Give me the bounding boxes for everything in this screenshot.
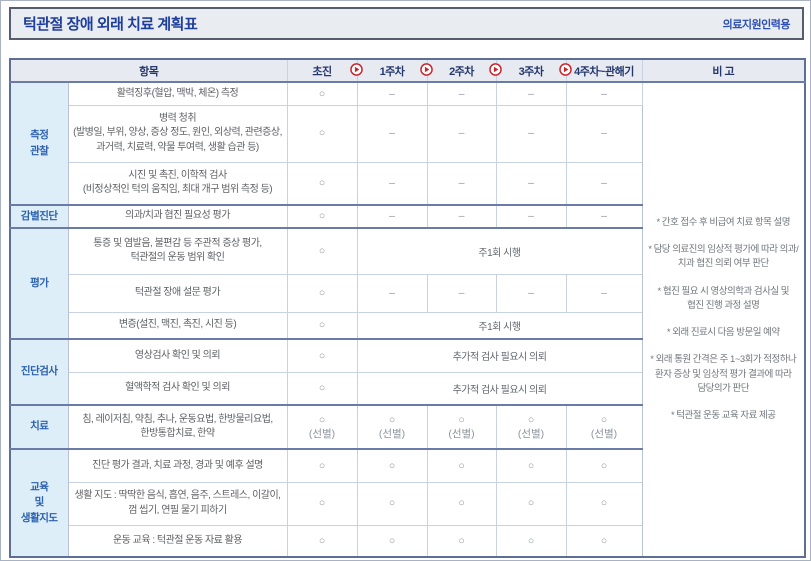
value-cell: – (356, 81, 428, 106)
play-icon (350, 63, 363, 76)
value-cell: ○ (선별) (565, 404, 643, 450)
remark-item: * 협진 필요 시 영상의학과 검사실 및 협진 진행 과정 설명 (657, 285, 790, 311)
treatment-plan-table: 항목 초진 1주차 2주차 3주차 4주차~관해기 비 고 측정 관찰 활력징후… (9, 58, 806, 558)
remarks-cell: * 간호 접수 후 비급여 치료 항목 설명 * 담당 의료진의 임상적 평가에… (641, 81, 806, 558)
value-cell: – (426, 204, 497, 229)
page-title: 턱관절 장애 외래 치료 계획표 (23, 16, 198, 33)
value-cell: ○ (286, 338, 358, 373)
value-cell: ○ (495, 448, 567, 483)
additional-test-note-cell: 추가적 검사 필요시 의뢰 (356, 371, 643, 406)
value-cell: ○ (286, 104, 358, 163)
title-bar: 턱관절 장애 외래 치료 계획표 의료지원인력용 (9, 7, 804, 40)
value-cell: – (565, 273, 643, 313)
item-consult-need-eval: 의과/치과 협진 필요성 평가 (67, 204, 288, 229)
value-cell: ○ (286, 371, 358, 406)
value-cell: – (565, 161, 643, 206)
value-cell: ○ (286, 311, 358, 340)
category-diagnostic-tests: 진단검사 (9, 338, 69, 406)
category-education-guidance: 교육 및 생활지도 (9, 448, 69, 558)
value-cell: ○ (286, 448, 358, 483)
remark-item: * 외래 통원 간격은 주 1~3회가 적정하나 환자 증상 및 임상적 평가 … (650, 354, 797, 394)
item-result-explanation: 진단 평가 결과, 치료 과정, 경과 및 예후 설명 (67, 448, 288, 483)
value-cell: ○ (426, 524, 497, 558)
item-hematology-test: 혈액학적 검사 확인 및 의뢰 (67, 371, 288, 406)
value-cell: – (356, 161, 428, 206)
category-measure-observe: 측정 관찰 (9, 81, 69, 206)
value-cell: ○ (286, 161, 358, 206)
col-header-week2: 2주차 (426, 58, 497, 83)
value-cell: ○ (286, 481, 358, 526)
value-cell: ○ (495, 481, 567, 526)
value-cell: ○ (565, 481, 643, 526)
value-cell: ○ (426, 448, 497, 483)
item-subjective-symptom-eval: 통증 및 염발음, 불편감 등 주관적 증상 평가, 턱관절의 운동 범위 확인 (67, 227, 288, 275)
value-cell: ○ (495, 524, 567, 558)
item-questionnaire-eval: 턱관절 장애 설문 평가 (67, 273, 288, 313)
category-treatment: 치료 (9, 404, 69, 450)
value-cell: ○ (565, 524, 643, 558)
value-cell: – (565, 204, 643, 229)
category-differential-diagnosis: 감별진단 (9, 204, 69, 229)
item-imaging-test: 영상검사 확인 및 의뢰 (67, 338, 288, 373)
value-cell: – (356, 204, 428, 229)
value-cell: – (495, 204, 567, 229)
audience-label: 의료지원인력용 (722, 18, 791, 31)
value-cell: ○ (선별) (495, 404, 567, 450)
value-cell: ○ (426, 481, 497, 526)
value-cell: – (356, 104, 428, 163)
value-cell: ○ (356, 481, 428, 526)
value-cell: – (356, 273, 428, 313)
value-cell: ○ (286, 81, 358, 106)
weekly-note-cell: 주1회 시행 (356, 311, 643, 340)
value-cell: ○ (선별) (426, 404, 497, 450)
play-icon (489, 63, 502, 76)
value-cell: ○ (286, 273, 358, 313)
item-pattern-identification: 변증(설진, 맥진, 촉진, 시진 등) (67, 311, 288, 340)
remark-item: * 간호 접수 후 비급여 치료 항목 설명 (656, 216, 791, 228)
value-cell: – (495, 161, 567, 206)
col-header-visit-first: 초진 (286, 58, 358, 83)
weekly-note-cell: 주1회 시행 (356, 227, 643, 275)
play-icon (420, 63, 433, 76)
value-cell: ○ (286, 227, 358, 275)
value-cell: ○ (356, 524, 428, 558)
item-physical-exam: 시진 및 촉진, 이학적 검사 (비정상적인 턱의 움직임, 최대 개구 범위 … (67, 161, 288, 206)
value-cell: ○ (선별) (356, 404, 428, 450)
value-cell: – (495, 81, 567, 106)
value-cell: – (495, 104, 567, 163)
value-cell: – (426, 81, 497, 106)
additional-test-note-cell: 추가적 검사 필요시 의뢰 (356, 338, 643, 373)
col-header-week3: 3주차 (495, 58, 567, 83)
remark-item: * 담당 의료진의 임상적 평가에 따라 의과/ 치과 협진 의뢰 여부 판단 (648, 244, 799, 270)
value-cell: – (426, 104, 497, 163)
value-cell: ○ (286, 524, 358, 558)
value-cell: ○ (356, 448, 428, 483)
item-vital-signs: 활력징후(혈압, 맥박, 체온) 측정 (67, 81, 288, 106)
col-header-remarks: 비 고 (641, 58, 806, 83)
col-header-week4: 4주차~관해기 (565, 58, 643, 83)
value-cell: ○ (선별) (286, 404, 358, 450)
value-cell: – (426, 161, 497, 206)
value-cell: – (426, 273, 497, 313)
item-history-taking: 병력 청취 (발병일, 부위, 양상, 증상 정도, 원인, 외상력, 관련증상… (67, 104, 288, 163)
category-evaluation: 평가 (9, 227, 69, 340)
play-icon (559, 63, 572, 76)
remark-item: * 턱관절 운동 교육 자료 제공 (670, 410, 776, 421)
value-cell: ○ (565, 448, 643, 483)
value-cell: – (495, 273, 567, 313)
col-header-item: 항목 (9, 58, 288, 83)
remark-item: * 외래 진료시 다음 방문일 예약 (666, 327, 780, 338)
item-treatment-methods: 침, 레이저침, 약침, 추나, 운동요법, 한방물리요법, 한방통합치료, 한… (67, 404, 288, 450)
item-lifestyle-guidance: 생활 지도 : 딱딱한 음식, 흡연, 음주, 스트레스, 이갈이, 껌 씹기,… (67, 481, 288, 526)
value-cell: – (565, 81, 643, 106)
item-exercise-education: 운동 교육 : 턱관절 운동 자료 활용 (67, 524, 288, 558)
value-cell: – (565, 104, 643, 163)
col-header-week1: 1주차 (356, 58, 428, 83)
value-cell: ○ (286, 204, 358, 229)
